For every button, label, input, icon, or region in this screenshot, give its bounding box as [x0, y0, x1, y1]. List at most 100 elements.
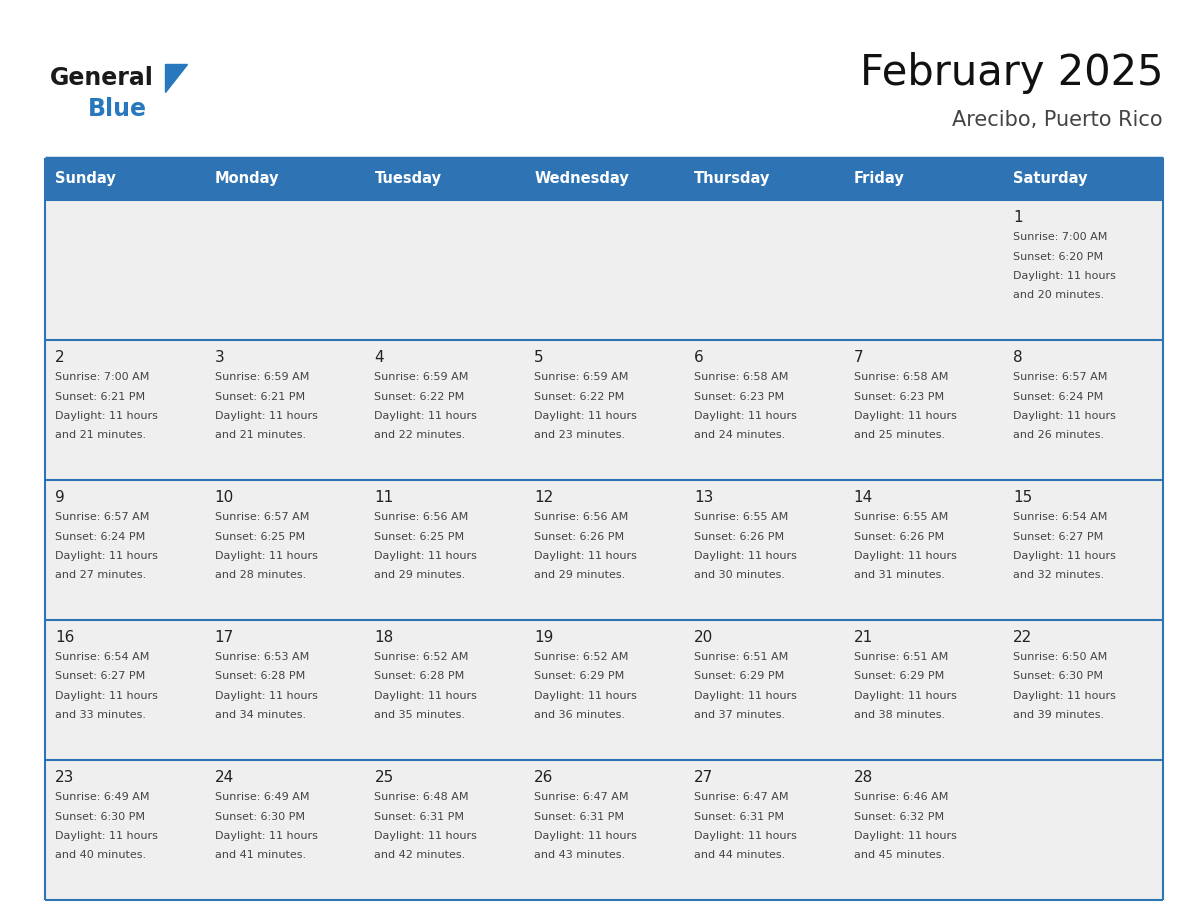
Text: and 21 minutes.: and 21 minutes. [215, 431, 305, 441]
Text: Daylight: 11 hours: Daylight: 11 hours [55, 831, 158, 841]
Text: Sunrise: 6:46 AM: Sunrise: 6:46 AM [853, 792, 948, 802]
Text: and 45 minutes.: and 45 minutes. [853, 850, 944, 860]
Text: Daylight: 11 hours: Daylight: 11 hours [853, 411, 956, 421]
Text: Sunrise: 6:59 AM: Sunrise: 6:59 AM [374, 372, 469, 382]
Text: 28: 28 [853, 770, 873, 785]
Text: 14: 14 [853, 490, 873, 505]
Text: Sunrise: 6:51 AM: Sunrise: 6:51 AM [694, 652, 788, 662]
Text: Sunset: 6:24 PM: Sunset: 6:24 PM [55, 532, 145, 542]
Text: Sunset: 6:28 PM: Sunset: 6:28 PM [215, 671, 305, 681]
Bar [843, 340, 1004, 480]
Text: Daylight: 11 hours: Daylight: 11 hours [374, 551, 478, 561]
Text: Daylight: 11 hours: Daylight: 11 hours [694, 551, 797, 561]
Text: 8: 8 [1013, 350, 1023, 365]
Bar [365, 340, 524, 480]
Bar [684, 200, 843, 340]
Text: and 31 minutes.: and 31 minutes. [853, 570, 944, 580]
Text: and 35 minutes.: and 35 minutes. [374, 711, 466, 721]
Text: Monday: Monday [215, 172, 279, 186]
Text: and 28 minutes.: and 28 minutes. [215, 570, 307, 580]
Text: 9: 9 [55, 490, 65, 505]
Text: Sunset: 6:26 PM: Sunset: 6:26 PM [694, 532, 784, 542]
Text: Sunrise: 6:57 AM: Sunrise: 6:57 AM [215, 512, 309, 522]
Text: Sunset: 6:27 PM: Sunset: 6:27 PM [55, 671, 145, 681]
Bar [843, 200, 1004, 340]
Text: Daylight: 11 hours: Daylight: 11 hours [374, 831, 478, 841]
Text: Sunset: 6:24 PM: Sunset: 6:24 PM [1013, 391, 1104, 401]
Text: and 29 minutes.: and 29 minutes. [374, 570, 466, 580]
Text: 3: 3 [215, 350, 225, 365]
Text: Sunrise: 6:52 AM: Sunrise: 6:52 AM [374, 652, 469, 662]
Bar [684, 760, 843, 900]
Text: Sunrise: 6:58 AM: Sunrise: 6:58 AM [853, 372, 948, 382]
Text: Daylight: 11 hours: Daylight: 11 hours [535, 551, 637, 561]
Text: Daylight: 11 hours: Daylight: 11 hours [1013, 551, 1117, 561]
Text: Sunset: 6:30 PM: Sunset: 6:30 PM [215, 812, 304, 822]
Text: and 39 minutes.: and 39 minutes. [1013, 711, 1105, 721]
Text: Sunrise: 6:55 AM: Sunrise: 6:55 AM [853, 512, 948, 522]
Text: Sunrise: 6:47 AM: Sunrise: 6:47 AM [694, 792, 789, 802]
Text: 22: 22 [1013, 630, 1032, 645]
Text: Wednesday: Wednesday [535, 172, 628, 186]
Bar [204, 480, 365, 620]
Text: Sunrise: 6:48 AM: Sunrise: 6:48 AM [374, 792, 469, 802]
Text: Daylight: 11 hours: Daylight: 11 hours [535, 691, 637, 701]
Text: Sunrise: 6:57 AM: Sunrise: 6:57 AM [1013, 372, 1107, 382]
Text: Sunrise: 6:57 AM: Sunrise: 6:57 AM [55, 512, 150, 522]
Text: General: General [50, 66, 154, 90]
Text: February 2025: February 2025 [859, 52, 1163, 94]
Text: Sunset: 6:29 PM: Sunset: 6:29 PM [535, 671, 625, 681]
Text: and 36 minutes.: and 36 minutes. [535, 711, 625, 721]
Bar [365, 200, 524, 340]
Text: Daylight: 11 hours: Daylight: 11 hours [215, 411, 317, 421]
Text: and 25 minutes.: and 25 minutes. [853, 431, 944, 441]
Polygon shape [165, 64, 187, 92]
Text: and 44 minutes.: and 44 minutes. [694, 850, 785, 860]
Text: Sunset: 6:28 PM: Sunset: 6:28 PM [374, 671, 465, 681]
Text: Daylight: 11 hours: Daylight: 11 hours [55, 411, 158, 421]
Text: Sunrise: 6:59 AM: Sunrise: 6:59 AM [215, 372, 309, 382]
Text: and 23 minutes.: and 23 minutes. [535, 431, 625, 441]
Text: Sunrise: 7:00 AM: Sunrise: 7:00 AM [1013, 232, 1107, 242]
Text: Sunrise: 6:56 AM: Sunrise: 6:56 AM [535, 512, 628, 522]
Bar [1004, 340, 1163, 480]
Text: Tuesday: Tuesday [374, 172, 442, 186]
Text: and 34 minutes.: and 34 minutes. [215, 711, 305, 721]
Text: 21: 21 [853, 630, 873, 645]
Bar [365, 480, 524, 620]
Bar [45, 200, 204, 340]
Text: Daylight: 11 hours: Daylight: 11 hours [535, 411, 637, 421]
Text: 7: 7 [853, 350, 864, 365]
Text: Sunset: 6:29 PM: Sunset: 6:29 PM [694, 671, 784, 681]
Text: Sunset: 6:27 PM: Sunset: 6:27 PM [1013, 532, 1104, 542]
Bar [45, 480, 204, 620]
Text: 4: 4 [374, 350, 384, 365]
Text: Sunset: 6:23 PM: Sunset: 6:23 PM [694, 391, 784, 401]
Bar [1004, 480, 1163, 620]
Text: and 22 minutes.: and 22 minutes. [374, 431, 466, 441]
Bar [45, 340, 204, 480]
Text: and 26 minutes.: and 26 minutes. [1013, 431, 1105, 441]
Text: Daylight: 11 hours: Daylight: 11 hours [215, 831, 317, 841]
Text: and 40 minutes.: and 40 minutes. [55, 850, 146, 860]
Text: and 30 minutes.: and 30 minutes. [694, 570, 785, 580]
Text: and 43 minutes.: and 43 minutes. [535, 850, 625, 860]
Text: Daylight: 11 hours: Daylight: 11 hours [853, 691, 956, 701]
Text: Sunrise: 6:49 AM: Sunrise: 6:49 AM [55, 792, 150, 802]
Text: Sunset: 6:22 PM: Sunset: 6:22 PM [374, 391, 465, 401]
Text: Sunset: 6:23 PM: Sunset: 6:23 PM [853, 391, 943, 401]
Text: 17: 17 [215, 630, 234, 645]
Text: Daylight: 11 hours: Daylight: 11 hours [1013, 271, 1117, 281]
Bar [684, 620, 843, 760]
Text: Sunset: 6:25 PM: Sunset: 6:25 PM [215, 532, 305, 542]
Text: and 29 minutes.: and 29 minutes. [535, 570, 625, 580]
Bar [843, 480, 1004, 620]
Text: 13: 13 [694, 490, 713, 505]
Text: 18: 18 [374, 630, 393, 645]
Text: Daylight: 11 hours: Daylight: 11 hours [374, 411, 478, 421]
Text: Daylight: 11 hours: Daylight: 11 hours [853, 831, 956, 841]
Text: 10: 10 [215, 490, 234, 505]
Text: Sunset: 6:31 PM: Sunset: 6:31 PM [535, 812, 624, 822]
Text: Sunset: 6:21 PM: Sunset: 6:21 PM [55, 391, 145, 401]
Bar [204, 200, 365, 340]
